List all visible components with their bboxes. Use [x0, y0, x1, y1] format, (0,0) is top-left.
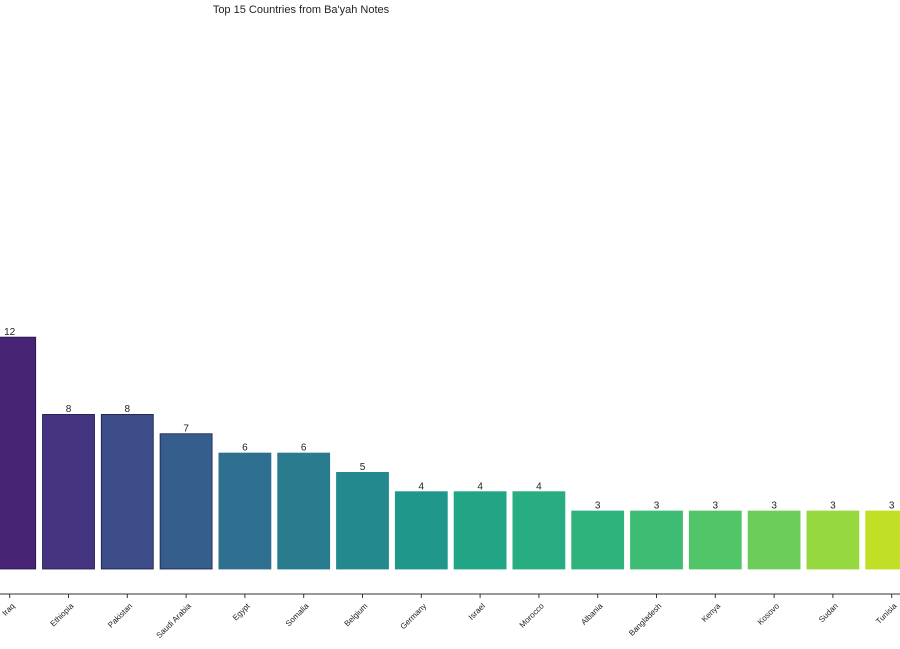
value-label: 4: [477, 481, 483, 492]
value-label: 12: [4, 327, 16, 338]
value-label: 5: [360, 462, 366, 473]
x-tick-label: Israel: [467, 601, 487, 621]
x-tick-label: Kenya: [700, 601, 723, 624]
bar: [865, 510, 900, 570]
x-tick-label: Iraq: [0, 602, 16, 618]
value-label: 8: [66, 404, 72, 415]
value-label: 8: [125, 404, 131, 415]
value-label: 6: [301, 443, 307, 454]
x-tick-label: Somalia: [284, 601, 311, 628]
bar: [0, 336, 37, 570]
value-label: 3: [713, 501, 719, 512]
x-tick-label: Kosovo: [756, 601, 782, 627]
bar: [688, 510, 742, 570]
value-label: 3: [771, 501, 777, 512]
bar: [806, 510, 860, 570]
bar: [394, 491, 448, 570]
value-label: 3: [830, 501, 836, 512]
bar: [336, 471, 389, 570]
x-tick-label: Bangladesh: [627, 602, 663, 638]
x-tick-label: Saudi Arabia: [155, 601, 194, 640]
x-tick-label: Albania: [579, 601, 605, 627]
bar: [630, 510, 683, 570]
x-tick-label: Morocco: [518, 601, 546, 629]
bar: [159, 433, 213, 570]
bar: [218, 452, 272, 570]
bar: [277, 452, 331, 570]
x-tick-label: Germany: [399, 602, 429, 632]
x-tick-label: Tunisia: [874, 601, 899, 626]
x-tick-label: Sudan: [817, 602, 840, 625]
value-label: 4: [536, 481, 542, 492]
x-tick-label: Ethiopia: [49, 601, 76, 628]
value-label: 3: [595, 501, 601, 512]
bar: [571, 510, 625, 570]
value-label: 3: [654, 501, 660, 512]
bar: [747, 510, 801, 570]
x-tick-label: Egypt: [231, 601, 252, 622]
bar: [100, 414, 154, 570]
x-tick-label: Belgium: [343, 601, 370, 628]
value-label: 3: [889, 501, 895, 512]
bar: [453, 491, 507, 570]
value-label: 4: [419, 481, 425, 492]
x-tick-label: Pakistan: [106, 602, 134, 630]
bar: [512, 491, 566, 570]
bar: [42, 414, 95, 570]
value-label: 6: [242, 443, 248, 454]
chart-title: Top 15 Countries from Ba'yah Notes: [213, 4, 390, 16]
value-label: 7: [183, 423, 189, 434]
